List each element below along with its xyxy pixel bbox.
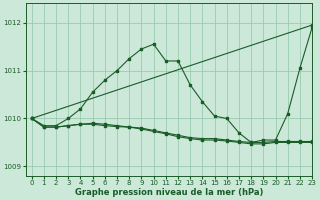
X-axis label: Graphe pression niveau de la mer (hPa): Graphe pression niveau de la mer (hPa) xyxy=(75,188,263,197)
